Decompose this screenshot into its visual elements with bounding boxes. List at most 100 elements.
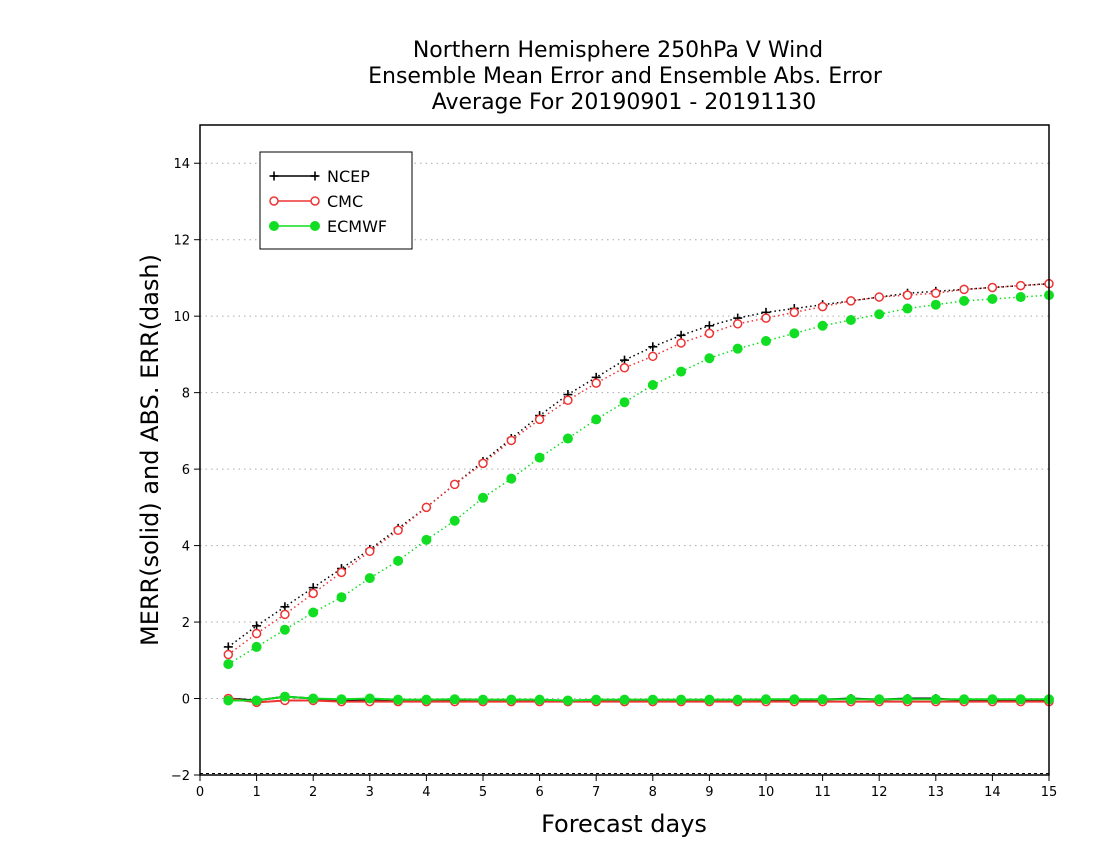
- series-cmc-abs-point-20: [789, 307, 800, 318]
- x-axis-label: Forecast days: [541, 810, 707, 838]
- x-tick-label-4: 4: [422, 785, 430, 800]
- legend-label-ecmwf: ECMWF: [327, 217, 387, 236]
- series-ecmwf-abs-point-17: [704, 353, 715, 364]
- legend: NCEP CMC ECMWF: [259, 151, 413, 250]
- series-ecmwf-abs-point-28: [1015, 292, 1026, 303]
- legend-marker-start-cmc: [269, 196, 279, 206]
- legend-marker-start-ecmwf: [269, 221, 279, 231]
- x-tick-label-8: 8: [649, 785, 657, 800]
- chart-title-line-1: Northern Hemisphere 250hPa V Wind: [413, 38, 823, 63]
- y-tick-label--2: −2: [171, 769, 190, 784]
- series-ncep-abs-error-line: [227, 282, 1050, 648]
- series-ecmwf-mean-point-7: [421, 694, 432, 705]
- series-cmc-abs-point-28: [1015, 280, 1026, 291]
- series-ecmwf-mean-error-line: [228, 695, 1049, 702]
- series-cmc-abs-point-7: [421, 502, 432, 513]
- series-ecmwf-abs-point-7: [421, 534, 432, 545]
- series-ecmwf-abs-point-25: [930, 299, 941, 310]
- series-ecmwf-mean-point-11: [534, 694, 545, 705]
- x-tick-label-0: 0: [196, 785, 204, 800]
- series-ecmwf-abs-point-12: [562, 433, 573, 444]
- legend-entries: NCEP CMC ECMWF: [269, 167, 387, 236]
- series-ecmwf-abs-point-13: [591, 414, 602, 425]
- legend-marker-end-ecmwf: [310, 221, 320, 231]
- series-ecmwf-abs-point-22: [845, 315, 856, 325]
- series-ecmwf-abs-point-16: [676, 366, 687, 377]
- series-cmc-abs-point-4: [336, 567, 347, 578]
- x-tick-label-7: 7: [592, 785, 600, 800]
- y-axis-label: MERR(solid) and ABS. ERR(dash): [136, 254, 164, 646]
- series-layer: [223, 278, 1054, 708]
- y-tick-label-10: 10: [173, 310, 190, 325]
- series-ecmwf-mean-point-9: [478, 694, 488, 705]
- x-tick-label-6: 6: [535, 785, 543, 800]
- series-cmc-abs-point-21: [817, 301, 828, 312]
- series-ecmwf-abs-point-2: [279, 624, 290, 635]
- x-tick-label-5: 5: [479, 785, 487, 800]
- series-cmc-abs-point-9: [478, 458, 488, 469]
- x-tick-label-3: 3: [366, 785, 374, 800]
- series-ecmwf-abs-point-0: [223, 659, 234, 670]
- series-ecmwf-mean-point-1: [251, 695, 262, 706]
- series-ecmwf-abs-point-6: [393, 555, 404, 566]
- series-ecmwf-abs-point-18: [732, 343, 743, 354]
- legend-marker-start-ncep: [269, 171, 279, 181]
- series-ecmwf-abs-point-23: [874, 309, 885, 320]
- plot-frame: [199, 124, 1050, 776]
- series-ecmwf-mean-point-25: [930, 694, 941, 705]
- series-ecmwf-abs-point-3: [308, 607, 319, 618]
- series-ecmwf-abs-error-line: [227, 294, 1050, 665]
- series-ecmwf-abs-point-8: [449, 515, 460, 526]
- series-cmc-abs-point-5: [365, 546, 375, 557]
- series-ecmwf-mean-point-21: [817, 694, 828, 705]
- series-ecmwf-mean-point-20: [789, 694, 800, 705]
- x-tick-label-2: 2: [309, 785, 317, 800]
- series-ecmwf-mean-point-15: [647, 694, 658, 705]
- series-ecmwf-mean-point-13: [591, 694, 602, 705]
- series-ecmwf-mean-point-28: [1015, 694, 1026, 705]
- series-ecmwf-mean-point-24: [902, 694, 913, 705]
- series-cmc-abs-point-27: [987, 282, 998, 293]
- series-ecmwf-mean-point-18: [732, 694, 743, 705]
- legend-marker-end-ncep: [310, 171, 320, 181]
- series-ecmwf-mean-point-10: [506, 694, 517, 705]
- series-cmc-abs-point-23: [874, 292, 884, 302]
- series-ecmwf-abs-point-4: [336, 592, 347, 603]
- series-ecmwf-mean-point-14: [619, 694, 630, 705]
- series-ecmwf-mean-point-5: [364, 693, 375, 704]
- chart-title-line-3: Average For 20190901 - 20191130: [432, 90, 817, 115]
- y-tick-label-12: 12: [173, 234, 190, 249]
- series-ecmwf-mean-point-12: [562, 695, 573, 706]
- series-ecmwf-abs-point-19: [761, 336, 771, 347]
- series-cmc-abs-point-8: [449, 479, 460, 490]
- series-ecmwf-mean-point-3: [308, 693, 319, 704]
- series-cmc-abs-point-0: [223, 649, 234, 660]
- series-ecmwf-mean-point-0: [223, 695, 234, 706]
- legend-label-cmc: CMC: [327, 192, 363, 211]
- series-ecmwf-abs-point-9: [478, 492, 488, 503]
- series-ecmwf-abs-point-11: [534, 452, 545, 463]
- x-tick-label-12: 12: [871, 785, 888, 800]
- series-ecmwf-abs-point-24: [902, 303, 913, 314]
- y-tick-label-2: 2: [182, 616, 190, 631]
- series-cmc-abs-point-13: [591, 378, 601, 388]
- series-cmc-abs-point-26: [959, 284, 969, 295]
- series-ecmwf-mean-point-23: [874, 694, 885, 705]
- series-ecmwf-abs-point-21: [817, 320, 828, 331]
- series-cmc-abs-point-1: [251, 628, 262, 639]
- series-cmc-abs-point-2: [280, 609, 290, 620]
- x-tick-label-9: 9: [705, 785, 713, 800]
- series-cmc-abs-point-10: [506, 435, 517, 446]
- y-tick-label-4: 4: [182, 540, 190, 555]
- x-tick-label-13: 13: [928, 785, 945, 800]
- series-cmc-abs-point-19: [761, 313, 771, 323]
- series-ecmwf-mean-point-27: [987, 694, 998, 705]
- series-cmc-abs-point-16: [676, 338, 686, 348]
- x-tick-label-14: 14: [984, 785, 1001, 800]
- series-ncep-abs-point-15: [648, 342, 658, 352]
- legend-label-ncep: NCEP: [327, 167, 370, 186]
- series-cmc-abs-point-22: [846, 296, 856, 306]
- series-ecmwf-mean-point-22: [845, 694, 856, 705]
